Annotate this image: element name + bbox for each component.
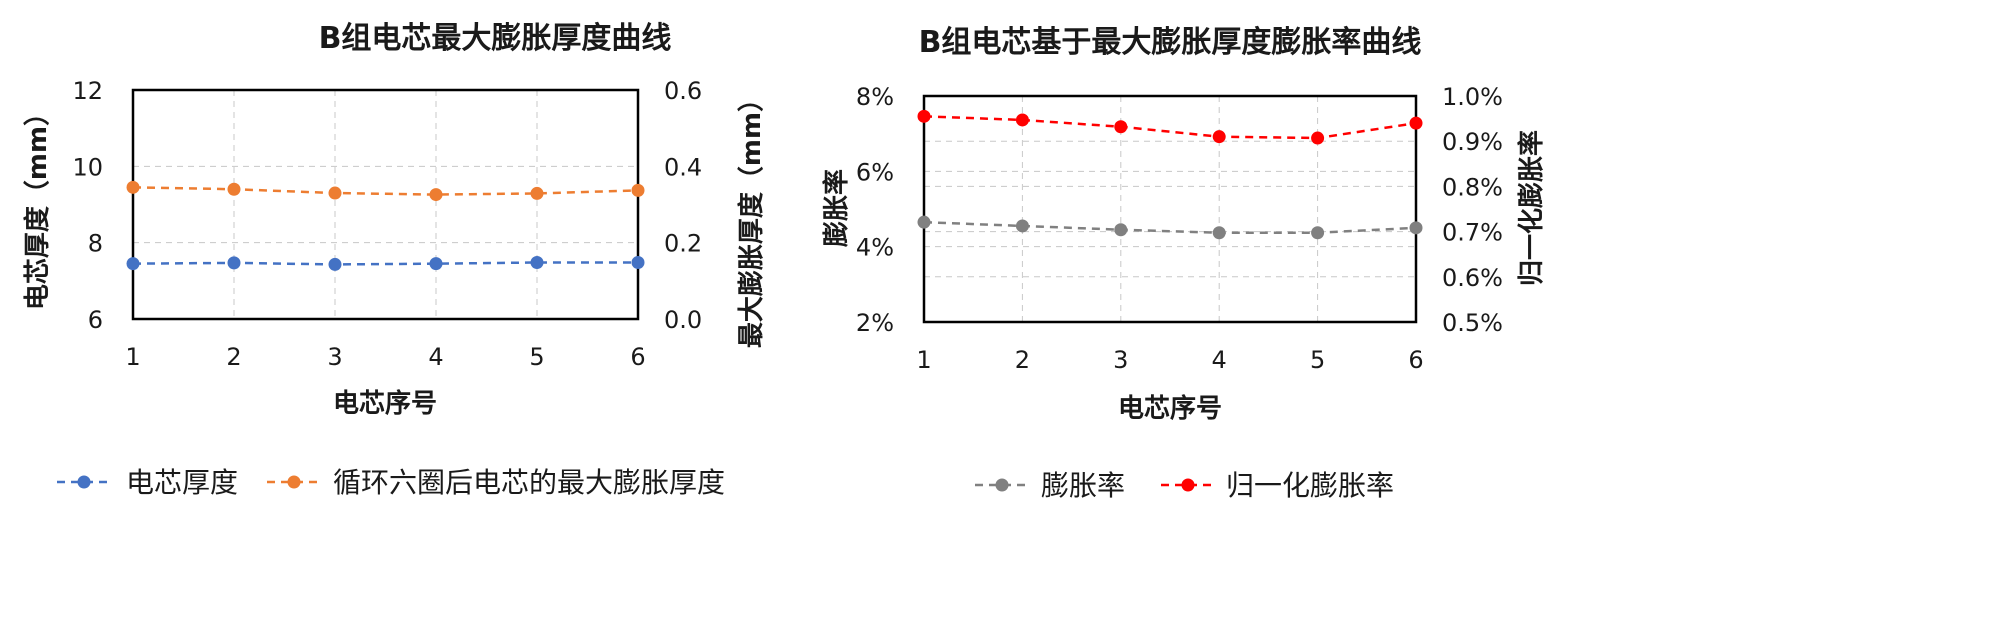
chart1-x-tick-label: 3 [327,343,342,371]
chart1-x-tick-label: 5 [529,343,544,371]
chart1-x-tick-label: 6 [630,343,645,371]
chart2-x-tick-label: 5 [1310,346,1325,374]
chart2-legend: 膨胀率 归一化膨胀率 [975,469,1394,502]
chart1-series-2-point [429,188,443,202]
chart2-y2-axis-title: 归一化膨胀率 [1516,130,1547,286]
chart2-series-2-point [917,109,931,123]
chart1-series-1-point [631,256,645,270]
chart1-legend-marker-2 [287,475,301,489]
chart1-series-2-point [328,186,342,200]
chart2-right-tick-labels: 0.5% 0.6% 0.7% 0.8% 0.9% 1.0% [1442,83,1503,337]
chart1-series-1-point [429,257,443,271]
chart1-x-tick-label: 4 [428,343,443,371]
chart1-x-tick-label: 2 [226,343,241,371]
chart2-x-axis-title: 电芯序号 [1118,393,1222,424]
chart2-right-tick-label: 0.9% [1442,128,1503,156]
chart1-right-tick-label: 0.4 [664,153,702,181]
chart1-title: B组电芯最大膨胀厚度曲线 [319,21,672,56]
chart1-series-1-line [132,261,638,266]
chart1-right-tick-labels: 0.0 0.2 0.4 0.6 [664,77,702,334]
chart1-plot-frame [131,88,640,321]
chart2-legend-marker-1 [995,478,1009,492]
chart2-legend-marker-2 [1181,478,1195,492]
chart1-legend-label-1: 电芯厚度 [126,466,238,499]
chart2-title: B组电芯基于最大膨胀厚度膨胀率曲线 [919,25,1422,60]
chart2-right-tick-label: 1.0% [1442,83,1503,111]
chart2-x-tick-label: 1 [916,346,931,374]
chart2-right-tick-label: 0.6% [1442,264,1503,292]
chart2-legend-label-2: 归一化膨胀率 [1226,469,1394,502]
chart1-series-2-point [530,186,544,200]
chart1-x-axis-title: 电芯序号 [333,388,437,419]
chart2-left-tick-labels: 2% 4% 6% 8% [856,83,894,337]
chart2-y-axis-title: 膨胀率 [821,169,852,247]
chart2-series-1-point [1015,219,1029,233]
chart1-left-tick-labels: 6 8 10 12 [72,77,103,334]
chart2-series [917,109,1423,240]
chart1-series-1-point [328,257,342,271]
chart2-left-tick-label: 2% [856,309,894,337]
chart1-right-tick-label: 0.0 [664,306,702,334]
chart2-left-tick-label: 6% [856,158,894,186]
chart1-left-tick-label: 8 [88,230,103,258]
chart2-left-tick-label: 8% [856,83,894,111]
chart1-series-1-point [530,256,544,270]
chart2-right-tick-label: 0.7% [1442,219,1503,247]
chart1-series-2-line [132,186,639,196]
chart1-legend-label-2: 循环六圈后电芯的最大膨胀厚度 [333,466,725,499]
chart2-series-2-point [1114,120,1128,134]
chart2-legend-label-1: 膨胀率 [1041,469,1125,502]
chart2-series-2-point [1311,131,1325,145]
chart1-legend: 电芯厚度 循环六圈后电芯的最大膨胀厚度 [57,466,725,499]
chart2-series-1-point [917,215,931,229]
chart1-right-tick-label: 0.2 [664,230,702,258]
chart1-series-1-point [126,257,140,271]
chart1-left-tick-label: 6 [88,306,103,334]
chart1-left-tick-label: 10 [72,153,103,181]
chart2-series-2-point [1212,130,1226,144]
chart2-series-2-point [1015,113,1029,127]
chart2-series-1-line [923,220,1417,234]
chart2-series-2-point [1409,116,1423,130]
chart1-left-tick-label: 12 [72,77,103,105]
chart1-gridlines [133,90,638,319]
chart2-x-tick-label: 4 [1212,346,1227,374]
chart1-series-2-point [631,183,645,197]
chart1-series-1-point [227,256,241,270]
chart1-right-tick-label: 0.6 [664,77,702,105]
chart2-series-1-point [1212,226,1226,240]
chart-swelling-rate: B组电芯基于最大膨胀厚度膨胀率曲线 2%4%6%8% 0.5%0.6%0.7%0… [821,25,1547,502]
chart2-series-1-point [1311,226,1325,240]
chart2-gridlines [924,96,1416,322]
chart1-series [126,180,645,271]
chart1-x-tick-label: 1 [125,343,140,371]
chart2-plot-frame [922,94,1418,324]
chart2-x-tick-label: 2 [1015,346,1030,374]
chart2-x-tick-label: 3 [1113,346,1128,374]
chart2-x-tick-label: 6 [1408,346,1423,374]
chart2-series-1-point [1409,221,1423,235]
chart2-left-tick-label: 4% [856,234,894,262]
chart2-series-1-point [1114,223,1128,237]
chart1-y-axis-title: 电芯厚度（mm） [22,100,53,310]
chart2-series-2-line [923,115,1417,140]
chart2-x-tick-labels: 1 2 3 4 5 6 [916,346,1423,374]
chart1-series-2-point [227,182,241,196]
chart1-y2-axis-title: 最大膨胀厚度（mm） [736,86,767,348]
chart1-x-tick-labels: 1 2 3 4 5 6 [125,343,645,371]
chart1-legend-marker-1 [77,475,91,489]
chart1-series-2-point [126,180,140,194]
chart2-right-tick-label: 0.8% [1442,173,1503,201]
chart2-right-tick-label: 0.5% [1442,309,1503,337]
